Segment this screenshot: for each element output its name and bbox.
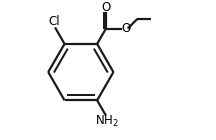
Text: Cl: Cl <box>49 15 60 28</box>
Text: O: O <box>101 1 111 14</box>
Text: NH$_2$: NH$_2$ <box>95 114 119 129</box>
Text: O: O <box>121 22 130 35</box>
